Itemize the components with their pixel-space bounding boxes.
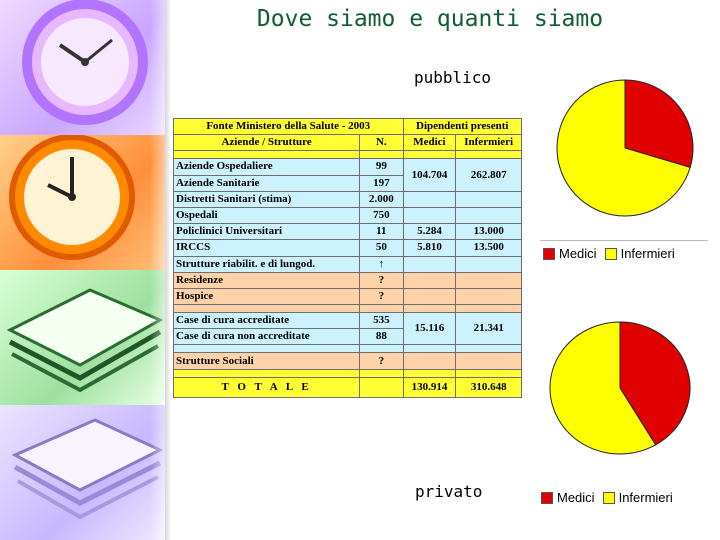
legend-label-medici: Medici	[559, 246, 597, 261]
row-n: 2.000	[359, 190, 404, 208]
clock-image-orange	[0, 135, 165, 270]
cell-infermieri: 13.000	[455, 223, 522, 241]
table-row: Aziende Ospedaliere 99 104.704 262.807	[172, 158, 522, 192]
pie-slice-medici	[624, 79, 694, 169]
row-name: IRCCS	[172, 239, 361, 257]
row-n: 535	[359, 312, 404, 330]
slide-title: Dove siamo e quanti siamo	[256, 6, 604, 32]
clock-image-purple	[0, 0, 165, 135]
row-n: ?	[359, 287, 404, 306]
row-name: Ospedali	[172, 206, 361, 225]
pie-slice-infermieri	[556, 79, 691, 217]
row-name: Strutture Sociali	[172, 352, 361, 370]
row-n: ?	[359, 352, 404, 370]
pie-chart-public	[556, 79, 694, 217]
cell-infermieri: 13.500	[455, 239, 522, 257]
table-row: Distretti Sanitari (stima) 2.000	[172, 190, 522, 208]
row-n: ?	[359, 271, 404, 289]
label-public: pubblico	[414, 68, 492, 87]
header-source: Fonte Ministero della Salute - 2003	[173, 117, 404, 136]
header-employees: Dipendenti presenti	[402, 117, 522, 136]
row-n: 197	[359, 174, 404, 192]
divider-line	[540, 240, 708, 241]
legend-private: Medici Infermieri	[541, 490, 673, 505]
strip-fade	[150, 0, 165, 540]
table-row: Strutture riabilit. e di lungod. ↑	[172, 255, 522, 273]
legend-swatch-medici	[541, 491, 553, 504]
header-infermieri: Infermieri	[455, 134, 522, 152]
header-structures: Aziende / Strutture	[172, 134, 361, 152]
legend-swatch-infermieri	[604, 247, 617, 260]
row-name: Case di cura accreditate	[172, 312, 361, 330]
structures-table: Fonte Ministero della Salute - 2003 Dipe…	[172, 117, 522, 398]
legend-swatch-infermieri	[602, 491, 615, 504]
legend-label-infermieri: Infermieri	[620, 246, 675, 261]
decorative-strip	[0, 0, 165, 540]
row-name: Aziende Sanitarie	[172, 174, 361, 192]
table-row: Case di cura accreditate 535 15.116 21.3…	[172, 312, 522, 346]
header-n: N.	[359, 134, 404, 152]
pie-slice-medici	[619, 321, 691, 446]
total-row: T O T A L E 130.914 310.648	[172, 376, 522, 398]
cell-medici: 5.284	[402, 223, 457, 241]
pie-chart-private	[549, 321, 691, 455]
row-n: 11	[359, 223, 404, 241]
legend-label-infermieri: Infermieri	[618, 490, 673, 505]
table-row: Policlinici Universitari 11 5.284 13.000	[172, 223, 522, 241]
total-label: T O T A L E	[172, 376, 361, 398]
row-name: Distretti Sanitari (stima)	[172, 190, 361, 208]
row-name: Strutture riabilit. e di lungod.	[172, 255, 361, 273]
cell-infermieri: 262.807	[455, 158, 522, 192]
table-row: Strutture Sociali ?	[172, 352, 522, 370]
cell-medici: 15.116	[402, 312, 457, 346]
cell-medici: 5.810	[402, 239, 457, 257]
table-row: Hospice ?	[172, 287, 522, 306]
row-name: Policlinici Universitari	[172, 223, 361, 241]
label-private: privato	[415, 482, 483, 501]
row-n: 99	[359, 158, 404, 176]
total-medici: 130.914	[402, 376, 457, 398]
row-name: Aziende Ospedaliere	[172, 158, 361, 176]
table-row: Residenze ?	[172, 271, 522, 289]
cell-medici: 104.704	[402, 158, 457, 192]
legend-swatch-medici	[543, 247, 555, 260]
legend-public: Medici Infermieri	[543, 246, 675, 261]
total-infermieri: 310.648	[455, 376, 522, 398]
strip-shadow	[165, 0, 171, 540]
row-n: 88	[359, 328, 404, 346]
pie-slice-infermieri	[549, 321, 657, 455]
row-name: Hospice	[172, 287, 361, 306]
table-row: IRCCS 50 5.810 13.500	[172, 239, 522, 257]
row-name: Residenze	[172, 271, 361, 289]
header-medici: Medici	[402, 134, 457, 152]
row-n: ↑	[359, 255, 404, 273]
table-row: Ospedali 750	[172, 206, 522, 225]
cell-infermieri: 21.341	[455, 312, 522, 346]
books-image-green	[0, 270, 165, 405]
row-n: 750	[359, 206, 404, 225]
row-n: 50	[359, 239, 404, 257]
books-image-purple	[0, 405, 165, 540]
legend-label-medici: Medici	[557, 490, 595, 505]
row-name: Case di cura non accreditate	[172, 328, 361, 346]
